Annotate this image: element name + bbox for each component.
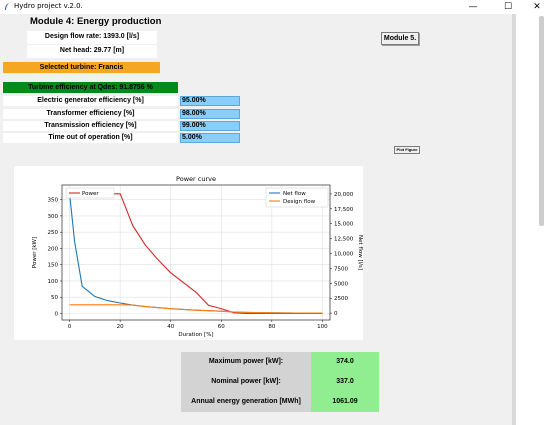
- x-tick-label: 100: [317, 324, 328, 330]
- legend-label-design-flow: Design flow: [283, 199, 316, 205]
- plot-figure-button[interactable]: Plot Figure: [394, 146, 420, 154]
- title-bar: Hydro project v.2.0. — ☐ ✕: [0, 0, 550, 14]
- result-value-nominal-power: 337.0: [311, 372, 379, 392]
- param-input-transformer[interactable]: 98.00%: [180, 109, 240, 119]
- legend-box-left: [65, 187, 115, 199]
- param-input-generator[interactable]: 95.00%: [180, 96, 240, 106]
- y-tick-label: 250: [48, 230, 59, 236]
- feather-icon: [5, 3, 9, 10]
- result-value-max-power: 374.0: [311, 352, 379, 372]
- x-axis-label: Duration [%]: [178, 332, 213, 338]
- y2-tick-label: 17,500: [334, 207, 354, 213]
- y2-tick-label: 0: [334, 311, 338, 317]
- y2-tick-label: 10,000: [334, 252, 354, 258]
- param-label-timeout: Time out of operation [%]: [3, 133, 178, 143]
- series-line-net-flow: [69, 193, 323, 314]
- y2-tick-label: 15,000: [334, 222, 354, 228]
- net-head: Net head: 29.77 [m]: [27, 45, 157, 58]
- design-flow-rate: Design flow rate: 1393.0 [l/s]: [27, 31, 157, 44]
- result-label-max-power: Maximum power [kW]:: [181, 352, 311, 372]
- x-tick-label: 0: [68, 324, 72, 330]
- y-tick-label: 350: [48, 198, 59, 204]
- y2-tick-label: 20,000: [334, 192, 354, 198]
- turbine-efficiency: Turbine efficiency at Qdes: 91.8756 %: [3, 82, 178, 93]
- param-input-timeout[interactable]: 5.00%: [180, 133, 240, 143]
- y2-tick-label: 2500: [334, 296, 348, 302]
- minimize-button[interactable]: —: [468, 2, 478, 12]
- y-tick-label: 150: [48, 263, 59, 269]
- x-tick-label: 60: [218, 324, 225, 330]
- y-tick-label: 0: [55, 311, 59, 317]
- result-label-annual-energy: Annual energy generation [MWh]: [181, 392, 311, 412]
- close-button[interactable]: ✕: [533, 2, 541, 12]
- series-line-design-flow: [69, 304, 323, 314]
- maximize-button[interactable]: ☐: [503, 2, 513, 12]
- y-tick-label: 200: [48, 246, 59, 252]
- param-label-transmission: Transmission efficiency [%]: [3, 121, 178, 131]
- chart-svg: 0 20 40 60 80 100 0 50 100 150 200 250 300 350 0 2500 50…: [32, 175, 363, 338]
- y-tick-label: 300: [48, 214, 59, 220]
- legend-label-power: Power: [82, 191, 99, 197]
- y2-tick-label: 12,500: [334, 237, 354, 243]
- plot-frame: [61, 184, 331, 321]
- series-line-power: [69, 193, 323, 315]
- y2-tick-label: 5000: [334, 281, 348, 287]
- y2-axis-label: Net flow [l/s]: [357, 235, 363, 270]
- param-label-generator: Electric generator efficiency [%]: [3, 96, 178, 106]
- y-tick-label: 100: [48, 279, 59, 285]
- power-curve-chart: 0 20 40 60 80 100 0 50 100 150 200 250 300 350 0 2500 50…: [14, 166, 363, 340]
- x-tick-label: 20: [117, 324, 124, 330]
- x-tick-label: 40: [167, 324, 174, 330]
- module-5-button[interactable]: Module 5.: [381, 32, 419, 45]
- y2-tick-label: 7500: [334, 266, 348, 272]
- legend-box-right: [265, 187, 329, 208]
- result-label-nominal-power: Nominal power [kW]:: [181, 372, 311, 392]
- scrollbar-thumb[interactable]: [539, 16, 544, 226]
- chart-title: Power curve: [176, 175, 216, 183]
- param-input-transmission[interactable]: 99.00%: [180, 121, 240, 131]
- window-title: Hydro project v.2.0.: [14, 2, 83, 10]
- selected-turbine: Selected turbine: Francis: [3, 62, 160, 73]
- legend-label-net-flow: Net flow: [283, 191, 306, 197]
- x-tick-label: 80: [268, 324, 275, 330]
- y-axis-label: Power [kW]: [32, 237, 38, 268]
- vertical-scrollbar[interactable]: [516, 14, 550, 425]
- result-value-annual-energy: 1061.09: [311, 392, 379, 412]
- module-title: Module 4: Energy production: [30, 16, 162, 27]
- param-label-transformer: Transformer efficiency [%]: [3, 109, 178, 119]
- y-tick-label: 50: [51, 295, 58, 301]
